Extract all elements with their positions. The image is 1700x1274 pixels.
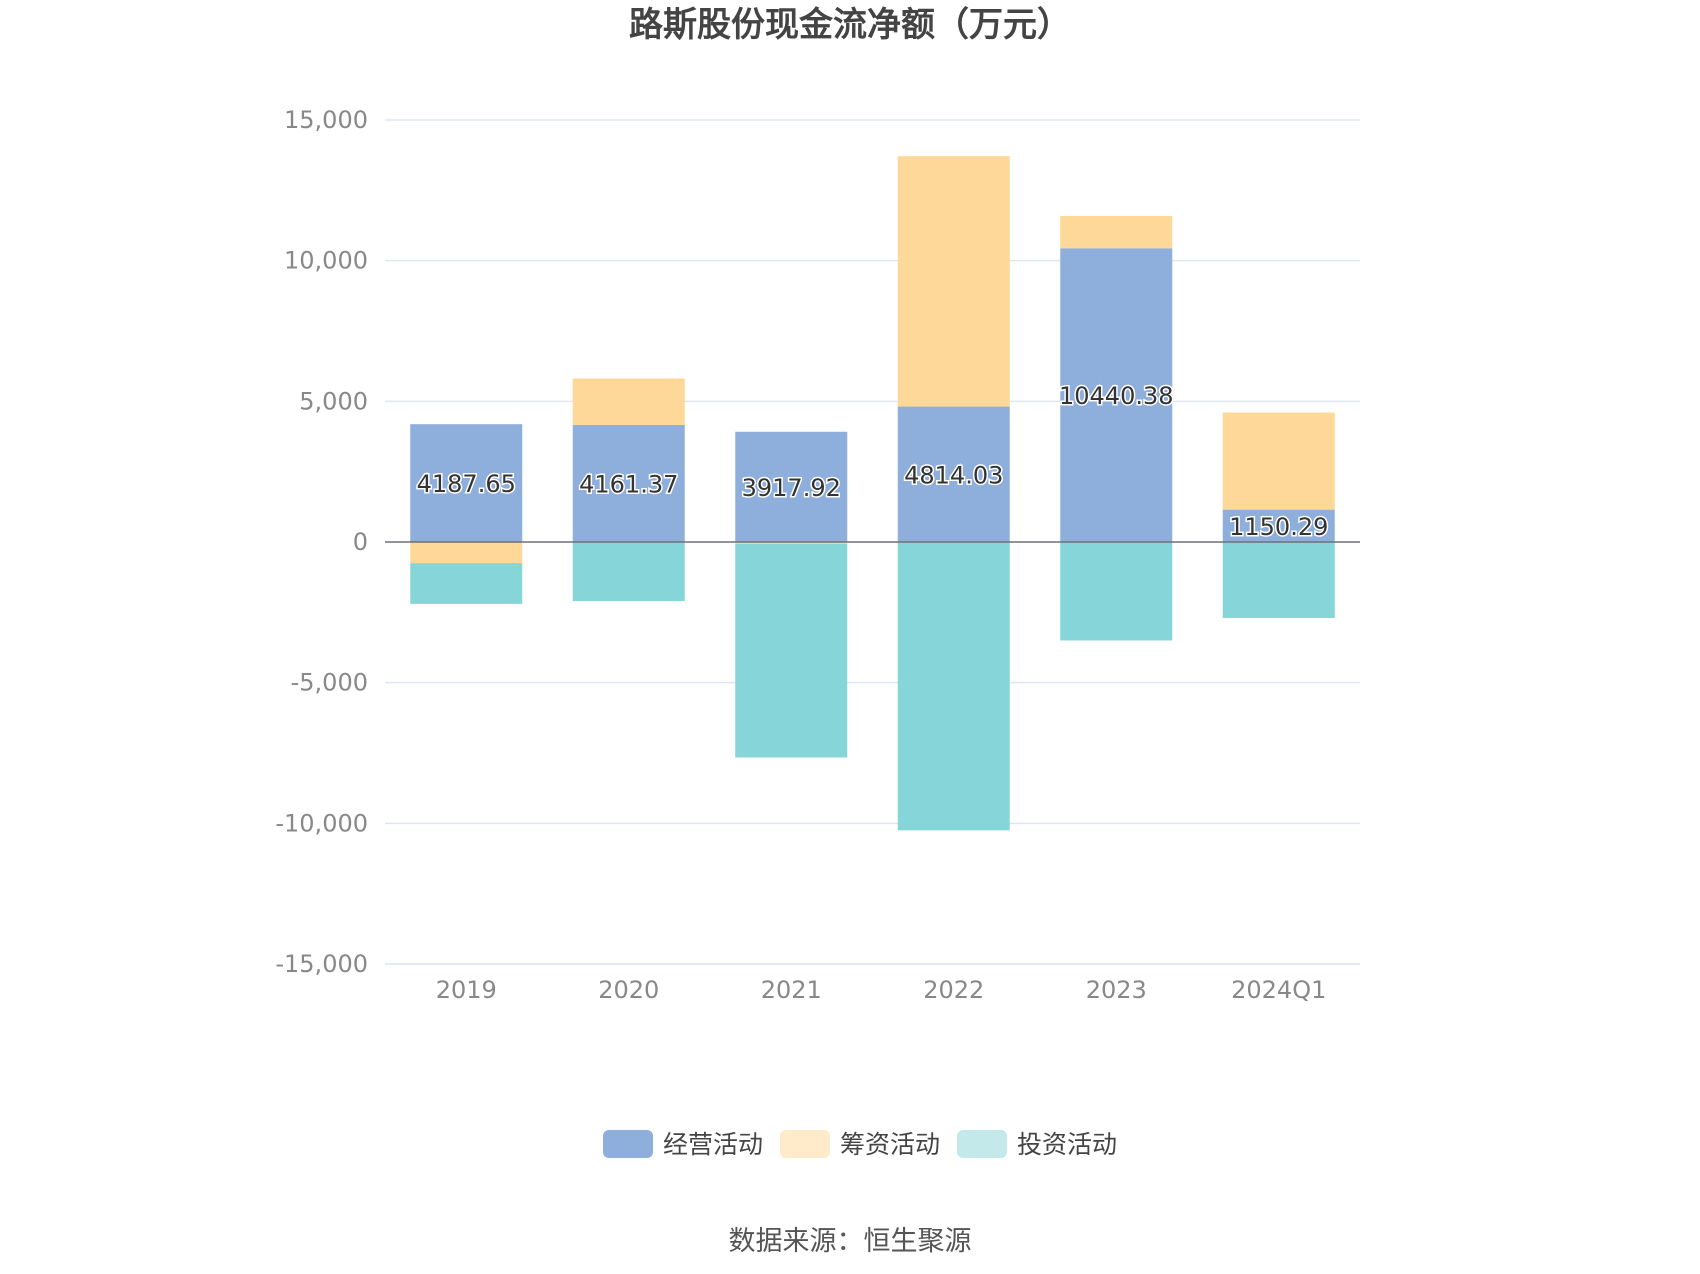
data-label-2021: 3917.92 <box>742 474 841 502</box>
bar-经营活动-2023 <box>1060 248 1173 542</box>
bar-经营活动-2024Q1 <box>1222 509 1335 542</box>
bar-筹资活动-2019 <box>410 542 523 564</box>
data-labels: 4187.65 4161.37 3917.92 4814.03 10440.38 1150… <box>415 381 1330 543</box>
data-label-2023: 10440.38 <box>1059 382 1174 410</box>
y-tick-label: -5,000 <box>291 669 368 697</box>
bar-筹资活动-2022 <box>897 156 1010 407</box>
legend-item-经营活动[interactable]: 经营活动 <box>603 1130 763 1159</box>
chart-title: 路斯股份现金流净额（万元） <box>629 5 1071 45</box>
bar-筹资活动-2020 <box>572 378 685 425</box>
x-tick-label: 2024Q1 <box>1231 976 1326 1004</box>
bar-经营活动-2022 <box>897 406 1010 542</box>
y-tick-label: 15,000 <box>284 106 368 134</box>
legend-swatch <box>957 1130 1007 1158</box>
data-label-2022: 4814.03 <box>904 461 1003 489</box>
x-tick-label: 2019 <box>436 976 497 1004</box>
data-label-2024Q1: 1150.29 <box>1229 513 1328 541</box>
x-tick-label: 2021 <box>761 976 822 1004</box>
legend-label: 投资活动 <box>1017 1130 1117 1159</box>
data-label-2020: 4161.37 <box>579 470 678 498</box>
bar-筹资活动-2021 <box>735 542 848 544</box>
bar-经营活动-2019 <box>410 424 523 542</box>
x-tick-label: 2020 <box>598 976 659 1004</box>
bar-投资活动-2020 <box>572 542 685 602</box>
legend-swatch <box>780 1130 830 1158</box>
bar-经营活动-2020 <box>572 424 685 542</box>
y-tick-label: 5,000 <box>299 387 368 415</box>
legend-label: 经营活动 <box>663 1130 763 1159</box>
y-tick-label: 10,000 <box>284 247 368 275</box>
bar-筹资活动-2023 <box>1060 215 1173 249</box>
zero-line-group <box>385 541 1360 965</box>
bar-投资活动-2024Q1 <box>1222 542 1335 618</box>
legend-item-投资活动[interactable]: 投资活动 <box>957 1130 1117 1159</box>
y-tick-label: -10,000 <box>275 809 368 837</box>
data-label-2019: 4187.65 <box>417 470 516 498</box>
source-note: 数据来源：恒生聚源 <box>729 1226 972 1257</box>
legend-label: 筹资活动 <box>840 1130 940 1159</box>
bars <box>410 156 1335 831</box>
bar-筹资活动-2024Q1 <box>1222 412 1335 510</box>
x-axis: 2019 2020 2021 2022 2023 2024Q1 <box>436 976 1327 1004</box>
y-axis: 15,000 10,000 5,000 0 -5,000 -10,000 -15,000 <box>275 106 368 978</box>
bar-经营活动-2021 <box>735 431 848 542</box>
x-tick-label: 2022 <box>923 976 984 1004</box>
legend-item-筹资活动[interactable]: 筹资活动 <box>780 1130 940 1159</box>
bar-投资活动-2019 <box>410 563 523 604</box>
bar-投资活动-2022 <box>897 542 1010 831</box>
x-tick-label: 2023 <box>1086 976 1147 1004</box>
bar-投资活动-2023 <box>1060 542 1173 641</box>
y-tick-label: 0 <box>353 528 368 556</box>
bar-投资活动-2021 <box>735 543 848 758</box>
y-tick-label: -15,000 <box>275 950 368 978</box>
legend-swatch <box>603 1130 653 1158</box>
legend[interactable]: 经营活动 筹资活动 投资活动 <box>603 1130 1117 1159</box>
